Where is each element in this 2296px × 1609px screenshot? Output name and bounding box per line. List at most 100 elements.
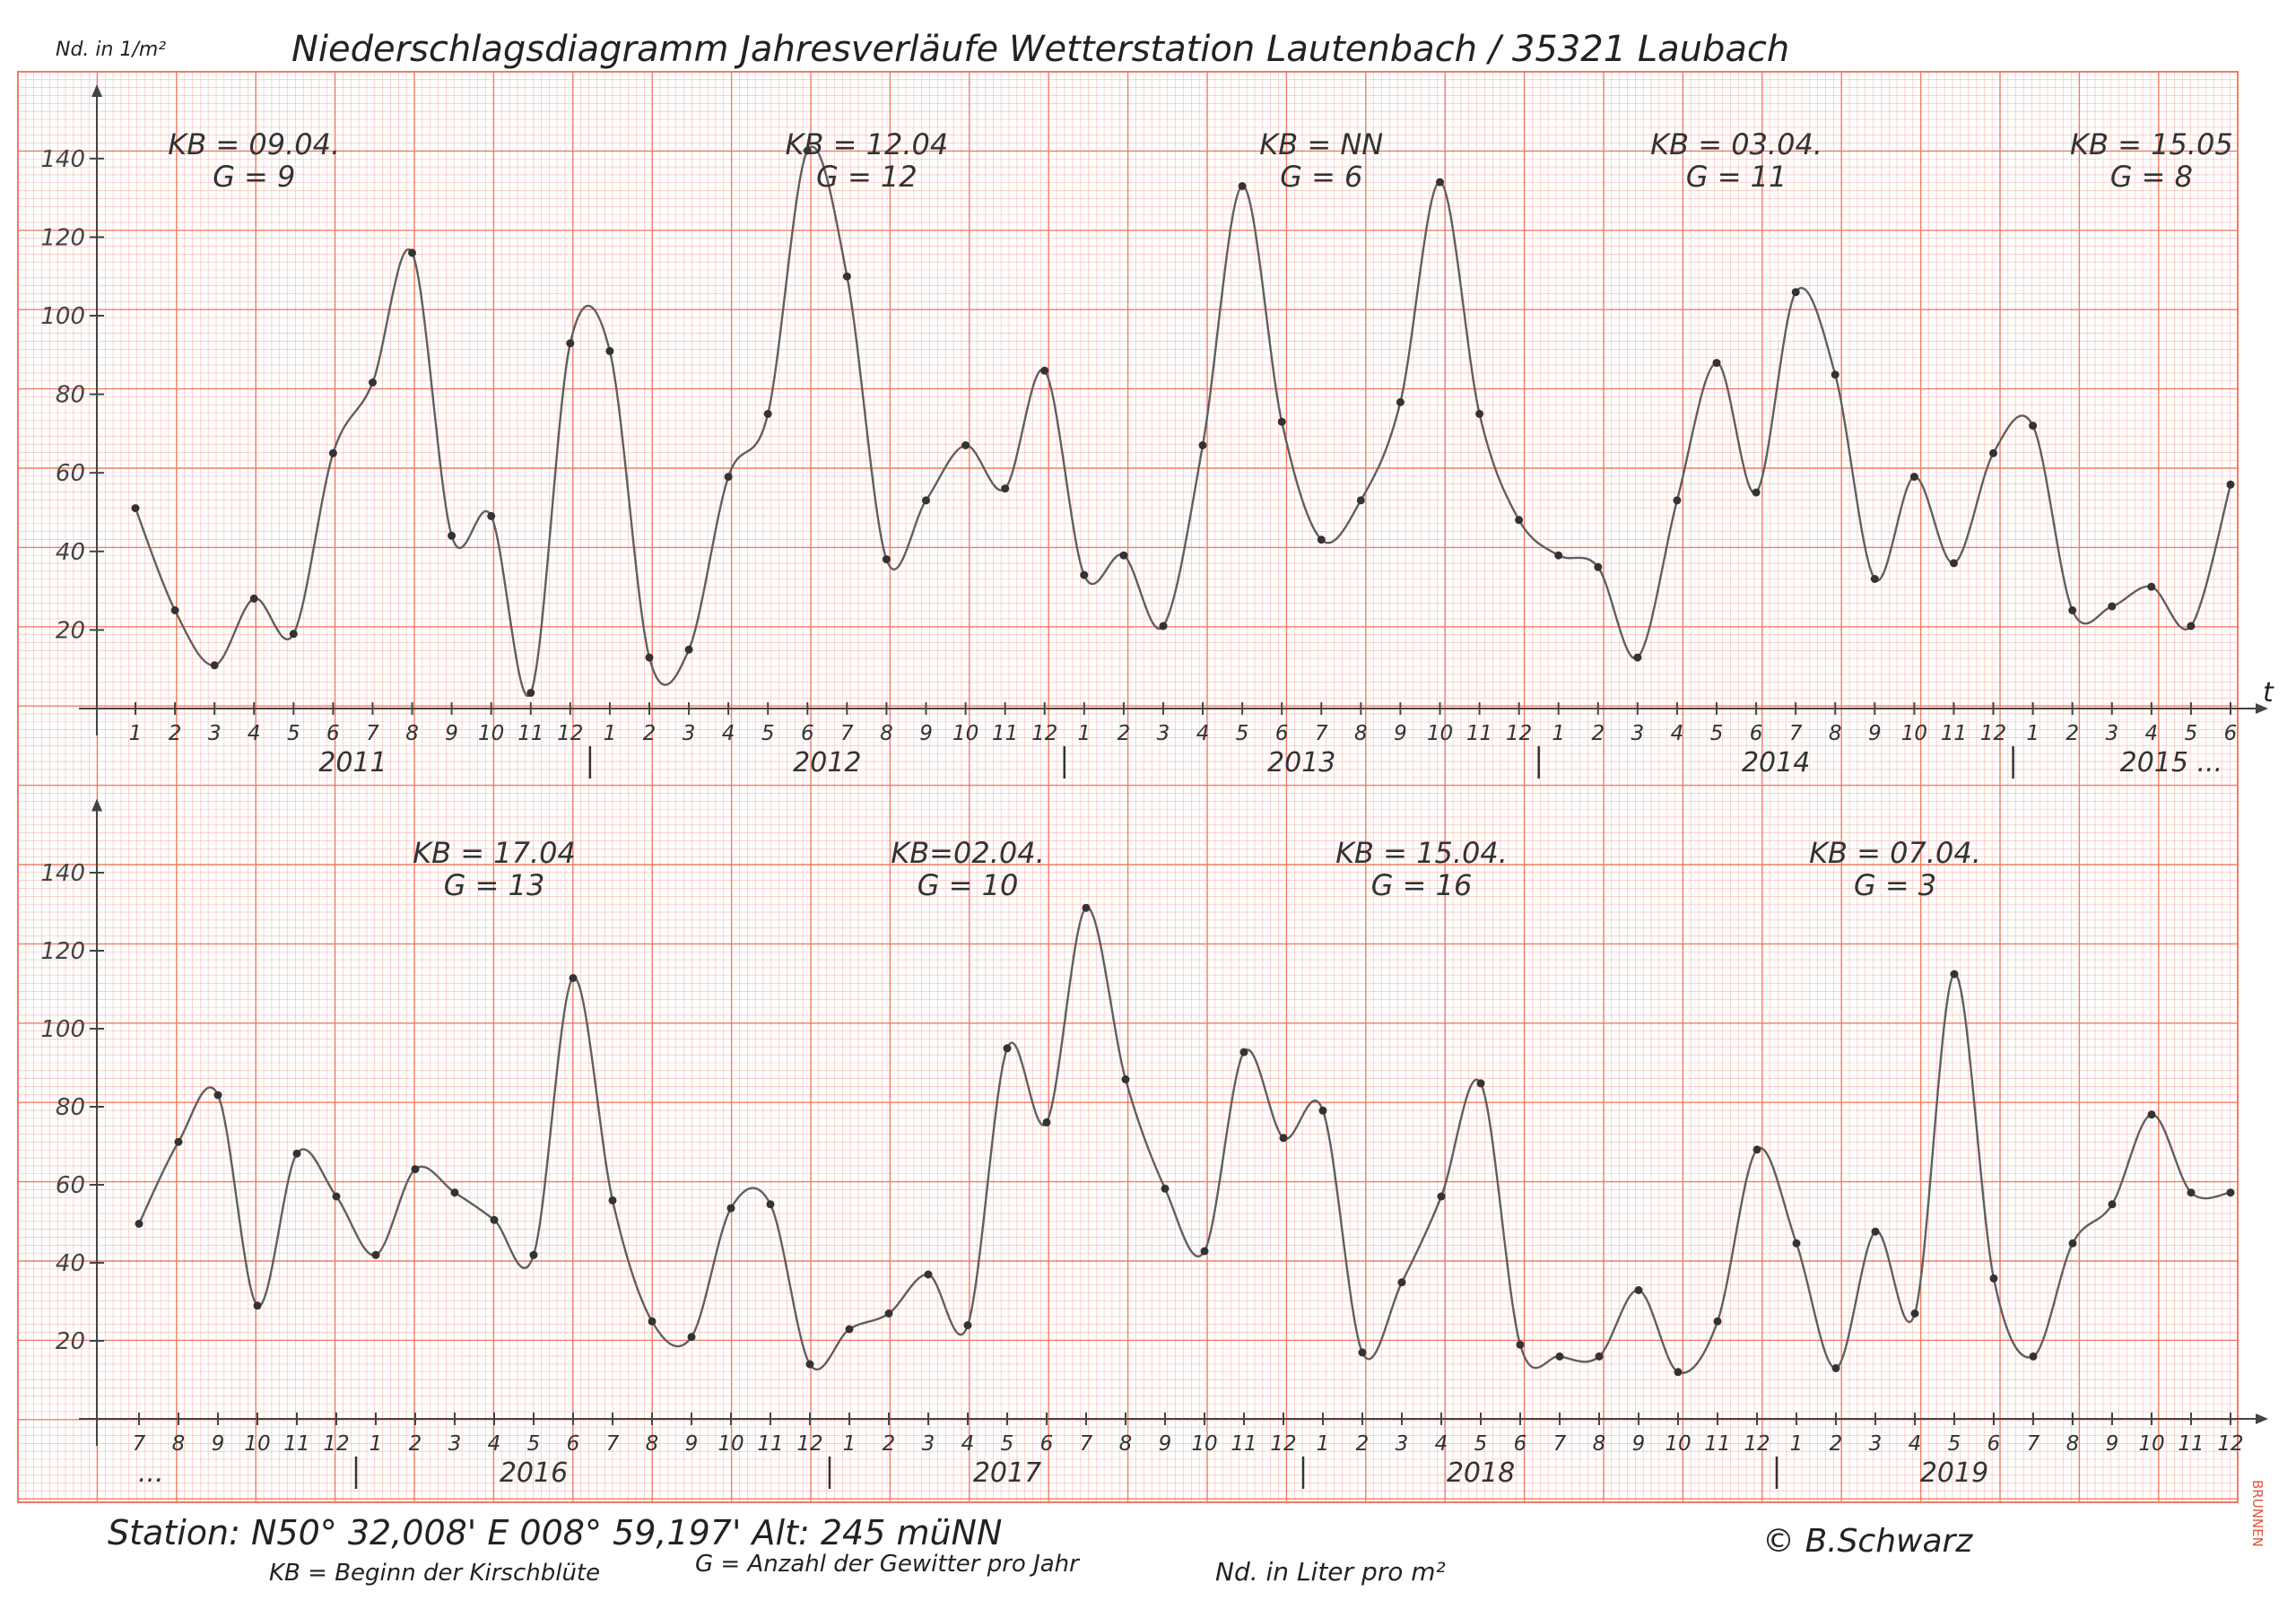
y-unit-label: Nd. in 1/m² <box>56 39 166 61</box>
data-point <box>1238 182 1247 190</box>
x-tick-label: 8 <box>1829 722 1842 745</box>
x-tick-label: 10 <box>1901 722 1927 745</box>
x-axis-arrow-icon <box>2256 703 2268 714</box>
data-point <box>210 661 219 670</box>
x-tick-label: 11 <box>2178 1432 2204 1456</box>
x-tick-label: 12 <box>2217 1432 2243 1456</box>
x-tick-label: 1 <box>1077 722 1091 745</box>
x-tick-label: 9 <box>1632 1432 1646 1456</box>
x-tick-label: 6 <box>1040 1432 1054 1456</box>
data-point <box>2029 1352 2038 1361</box>
data-point <box>1909 473 1918 482</box>
x-tick-label: 2 <box>1591 722 1605 745</box>
data-point <box>135 1220 144 1228</box>
x-tick-label: 10 <box>1665 1432 1691 1456</box>
data-point <box>450 1188 459 1197</box>
data-point <box>371 1250 380 1259</box>
x-tick-label: 4 <box>1909 1432 1922 1456</box>
legend-g: G = Anzahl der Gewitter pro Jahr <box>695 1551 1081 1578</box>
y-tick-label: 80 <box>56 1094 85 1121</box>
data-point <box>961 441 970 449</box>
x-tick-label: 9 <box>212 1432 225 1456</box>
data-point <box>1001 484 1010 493</box>
data-point <box>803 146 812 155</box>
x-tick-label: 11 <box>1231 1432 1257 1456</box>
annotation-g: G = 8 <box>2110 160 2193 194</box>
year-label: 2012 <box>793 747 861 778</box>
data-point <box>1950 970 1959 978</box>
data-point <box>1989 1274 1998 1283</box>
data-point <box>1752 1145 1761 1154</box>
data-point <box>566 339 575 348</box>
x-tick-label: 6 <box>567 1432 580 1456</box>
data-point <box>1277 417 1286 426</box>
annotation-g: G = 12 <box>816 160 918 194</box>
chart-title: Niederschlagsdiagramm Jahresverläufe <box>291 29 998 70</box>
x-tick-label: 4 <box>488 1432 501 1456</box>
data-point <box>1594 562 1603 571</box>
x-tick-label: 5 <box>1948 1432 1961 1456</box>
annotation-kb: KB = 17.04 <box>413 836 576 870</box>
data-point <box>1870 575 1879 583</box>
data-point <box>1713 1317 1722 1326</box>
data-point <box>882 555 891 564</box>
x-tick-label: 10 <box>478 722 504 745</box>
x-tick-label: 7 <box>2027 1432 2040 1456</box>
x-tick-label: 9 <box>1868 722 1882 745</box>
x-tick-label: 11 <box>757 1432 783 1456</box>
x-tick-label: 2 <box>169 722 182 745</box>
data-point <box>684 645 693 654</box>
data-point <box>170 606 179 614</box>
annotation-kb: KB = 15.05 <box>2070 127 2233 161</box>
year-label: 2017 <box>973 1457 1041 1489</box>
year-label: 2018 <box>1447 1457 1515 1489</box>
x-tick-label: 2 <box>2066 722 2079 745</box>
x-tick-label: 5 <box>1710 722 1724 745</box>
x-tick-label: 8 <box>1354 722 1368 745</box>
data-point <box>884 1309 893 1318</box>
x-tick-label: 7 <box>840 722 854 745</box>
data-point <box>1318 1106 1327 1115</box>
data-point <box>1476 1079 1485 1088</box>
y-tick-label: 20 <box>56 617 85 644</box>
x-tick-label: 6 <box>801 722 814 745</box>
data-point <box>1791 288 1800 297</box>
data-point <box>490 1215 499 1224</box>
x-tick-label: 3 <box>922 1432 935 1456</box>
data-point <box>1396 397 1405 406</box>
data-point <box>763 410 772 418</box>
x-tick-label: 5 <box>761 722 775 745</box>
x-tick-label: 7 <box>1315 722 1328 745</box>
data-point <box>2108 1200 2117 1209</box>
data-point <box>1673 496 1682 505</box>
x-tick-label: 8 <box>172 1432 186 1456</box>
data-point <box>292 1149 301 1158</box>
x-tick-label: 8 <box>1119 1432 1133 1456</box>
x-tick-label: 10 <box>1427 722 1453 745</box>
x-tick-label: 6 <box>2224 722 2238 745</box>
data-point <box>724 473 733 482</box>
annotation-g: G = 9 <box>213 160 295 194</box>
x-tick-label: 9 <box>685 1432 699 1456</box>
data-point <box>408 248 416 257</box>
station-title: Wetterstation Lautenbach / 35321 Laubach <box>1009 29 1789 70</box>
data-point <box>332 1192 341 1201</box>
data-point <box>1082 903 1091 912</box>
x-tick-label: 11 <box>517 722 544 745</box>
x-tick-label: 9 <box>1394 722 1407 745</box>
data-point <box>448 531 457 540</box>
x-tick-label: 3 <box>208 722 222 745</box>
annotation-kb: KB = 09.04. <box>168 127 340 161</box>
x-tick-label: 11 <box>283 1432 309 1456</box>
x-tick-label: 10 <box>952 722 978 745</box>
data-point <box>2068 1239 2077 1248</box>
data-point <box>1356 496 1365 505</box>
x-tick-label: 1 <box>370 1432 383 1456</box>
x-tick-label: 4 <box>1196 722 1210 745</box>
x-tick-label: 12 <box>1270 1432 1296 1456</box>
x-tick-label: 3 <box>1869 1432 1883 1456</box>
x-tick-label: 11 <box>992 722 1018 745</box>
x-tick-label: 5 <box>1474 1432 1488 1456</box>
x-tick-label: 10 <box>1191 1432 1217 1456</box>
